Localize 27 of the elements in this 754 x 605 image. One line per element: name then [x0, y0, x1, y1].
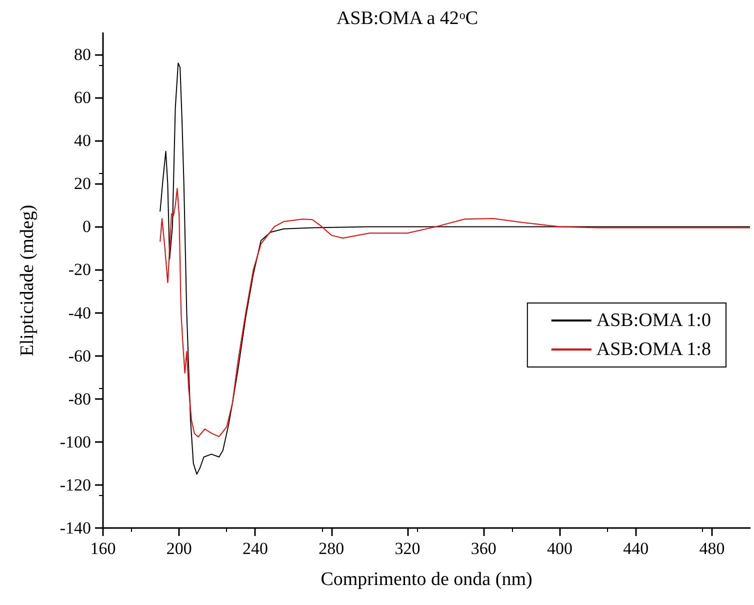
x-tick-label: 320 [394, 539, 420, 558]
y-tick-label: -60 [68, 346, 91, 366]
y-tick-label: -80 [68, 389, 91, 408]
y-axis-title: Elipticidade (mdeg) [17, 204, 38, 356]
x-tick-label: 280 [318, 539, 344, 558]
x-tick-label: 240 [242, 539, 268, 558]
line-series [160, 62, 750, 475]
x-tick-label: 480 [699, 539, 725, 558]
legend-label: ASB:OMA 1:0 [596, 310, 711, 331]
y-tick-label: 20 [74, 174, 91, 194]
y-tick-label: 0 [82, 217, 91, 236]
y-tick-label: 80 [74, 45, 91, 64]
x-tick-label: 200 [166, 539, 192, 558]
y-tick-label: -120 [60, 475, 91, 494]
y-tick-label: -100 [60, 432, 91, 452]
line-series [160, 188, 750, 438]
y-tick-label: 40 [74, 131, 91, 150]
y-tick-label: 60 [74, 88, 91, 108]
x-tick-label: 360 [470, 539, 496, 558]
y-tick-label: -40 [68, 303, 91, 322]
x-tick-label: 440 [623, 539, 649, 558]
x-axis-title: Comprimento de onda (nm) [320, 569, 532, 590]
legend-label: ASB:OMA 1:8 [596, 339, 711, 360]
x-tick-label: 400 [546, 539, 572, 558]
y-tick-label: -140 [60, 518, 91, 538]
y-tick-label: -20 [68, 260, 91, 280]
x-tick-label: 160 [90, 539, 116, 558]
